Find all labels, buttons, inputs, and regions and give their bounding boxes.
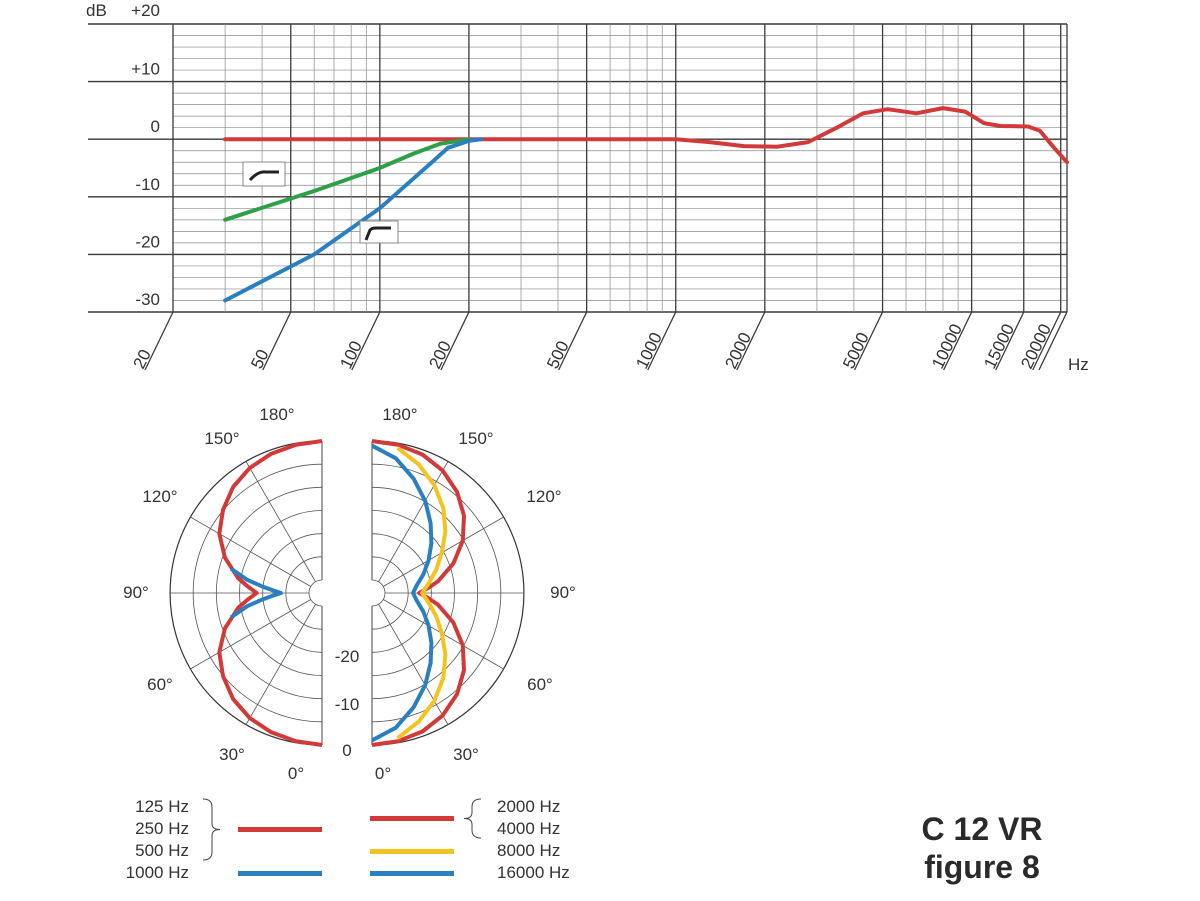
x-tick-label: 10000 (928, 321, 966, 372)
x-tick-mark (1032, 311, 1062, 371)
polar-left: 180° 150° 120° 90° 60° 30° 0° (123, 405, 323, 783)
frequency-series-line-2 (223, 137, 484, 303)
figure-title-model: C 12 VR (922, 811, 1043, 847)
polar-right: 180° 150° 120° 90° 60° 30° 0° (371, 405, 576, 783)
low-cut-gentle-icon (242, 161, 286, 187)
x-tick-label: 500 (543, 338, 573, 372)
x-tick-label: 20 (130, 346, 155, 371)
y-tick-label: -10 (135, 175, 160, 194)
x-tick-mark (1038, 311, 1068, 371)
legend-frequency-label: 4000 Hz (497, 819, 560, 838)
y-tick-label: 0 (151, 117, 160, 136)
polar-angle-label: 30° (219, 745, 245, 764)
polar-series-left-1 (229, 566, 283, 620)
x-tick-label: 2000 (721, 329, 755, 371)
polar-angle-label: 90° (550, 583, 576, 602)
polar-angle-label: 120° (142, 487, 177, 506)
x-tick-mark (647, 311, 677, 371)
frequency-grid (88, 23, 1068, 371)
polar-radial-label: -20 (335, 647, 360, 666)
polar-angle-label: 150° (204, 429, 239, 448)
polar-ring (371, 579, 386, 607)
polar-series-right-0 (371, 439, 466, 747)
polar-angle-label: 60° (147, 675, 173, 694)
frequency-labels: dB +20 +10 0 -10 -20 -30 20 50 100 200 500 1000 2000 5… (86, 1, 1089, 374)
x-tick-mark (262, 311, 292, 371)
polar-spoke (190, 599, 311, 670)
legend: 125 Hz 250 Hz 500 Hz 1000 Hz 2000 Hz 4000 Hz 8… (126, 797, 570, 882)
legend-brace (463, 798, 482, 839)
filter-icons (242, 161, 399, 244)
frequency-series-line-1 (223, 137, 471, 222)
polar-spoke (378, 604, 449, 725)
x-axis-unit: Hz (1068, 355, 1089, 374)
y-axis-unit: dB (86, 1, 107, 20)
polar-angle-label: 180° (382, 405, 417, 424)
y-tick-label: -30 (135, 290, 160, 309)
legend-frequency-label: 125 Hz (135, 797, 189, 816)
polar-spoke (378, 461, 449, 582)
polar-series-right-1 (396, 446, 448, 740)
x-tick-mark (943, 311, 973, 371)
x-tick-label: 200 (425, 338, 455, 372)
x-tick-mark (736, 311, 766, 371)
polar-spoke (245, 461, 316, 582)
y-tick-label: +20 (131, 1, 160, 20)
x-tick-mark (351, 311, 381, 371)
polar-angle-label: 180° (259, 405, 294, 424)
frequency-series-line-0 (223, 106, 1069, 165)
low-cut-steep-icon (364, 226, 391, 241)
polar-angle-label: 30° (453, 745, 479, 764)
x-tick-mark (144, 311, 174, 371)
polar-radial-label: 0 (342, 741, 351, 760)
x-tick-label: 50 (247, 346, 272, 371)
polar-series-right-2 (371, 443, 434, 743)
polar-ring (308, 579, 323, 607)
polar-angle-label: 0° (288, 764, 304, 783)
y-tick-label: +10 (131, 60, 160, 79)
figure-title-pattern: figure 8 (924, 849, 1040, 885)
polar-series-left-0 (217, 439, 323, 747)
polar-radial-label: -10 (335, 695, 360, 714)
polar-angle-label: 60° (527, 675, 553, 694)
x-tick-label: 20000 (1017, 321, 1055, 372)
legend-frequency-label: 1000 Hz (126, 863, 189, 882)
legend-frequency-label: 16000 Hz (497, 863, 570, 882)
polar-angle-label: 150° (458, 429, 493, 448)
polar-spoke (190, 516, 311, 587)
polar-angle-label: 90° (123, 583, 149, 602)
low-cut-gentle-icon (248, 170, 279, 182)
frequency-series (223, 106, 1069, 303)
legend-frequency-label: 2000 Hz (497, 797, 560, 816)
x-tick-mark (558, 311, 588, 371)
x-tick-label: 15000 (980, 321, 1018, 372)
y-tick-label: -20 (135, 232, 160, 251)
x-tick-label: 1000 (632, 329, 666, 371)
legend-frequency-label: 8000 Hz (497, 841, 560, 860)
polar-spoke (245, 604, 316, 725)
x-tick-mark (853, 311, 884, 371)
legend-brace (202, 798, 221, 861)
x-tick-label: 100 (336, 338, 366, 372)
x-tick-mark (995, 311, 1025, 371)
x-tick-mark (440, 311, 470, 371)
polar-angle-label: 120° (526, 487, 561, 506)
polar-angle-label: 0° (375, 764, 391, 783)
legend-frequency-label: 250 Hz (135, 819, 189, 838)
polar-diagrams: 180° 150° 120° 90° 60° 30° 0° 180° 150° 120° 90° 60… (123, 405, 576, 783)
x-tick-label: 5000 (839, 329, 873, 371)
legend-frequency-label: 500 Hz (135, 841, 189, 860)
